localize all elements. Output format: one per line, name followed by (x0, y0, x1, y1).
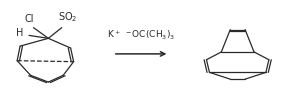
Text: K$^+$ $^-$OC(CH$_3$)$_3$: K$^+$ $^-$OC(CH$_3$)$_3$ (107, 29, 175, 42)
Text: H: H (16, 28, 24, 38)
Text: Cl: Cl (24, 14, 34, 24)
Text: SO$_2$: SO$_2$ (58, 10, 77, 24)
